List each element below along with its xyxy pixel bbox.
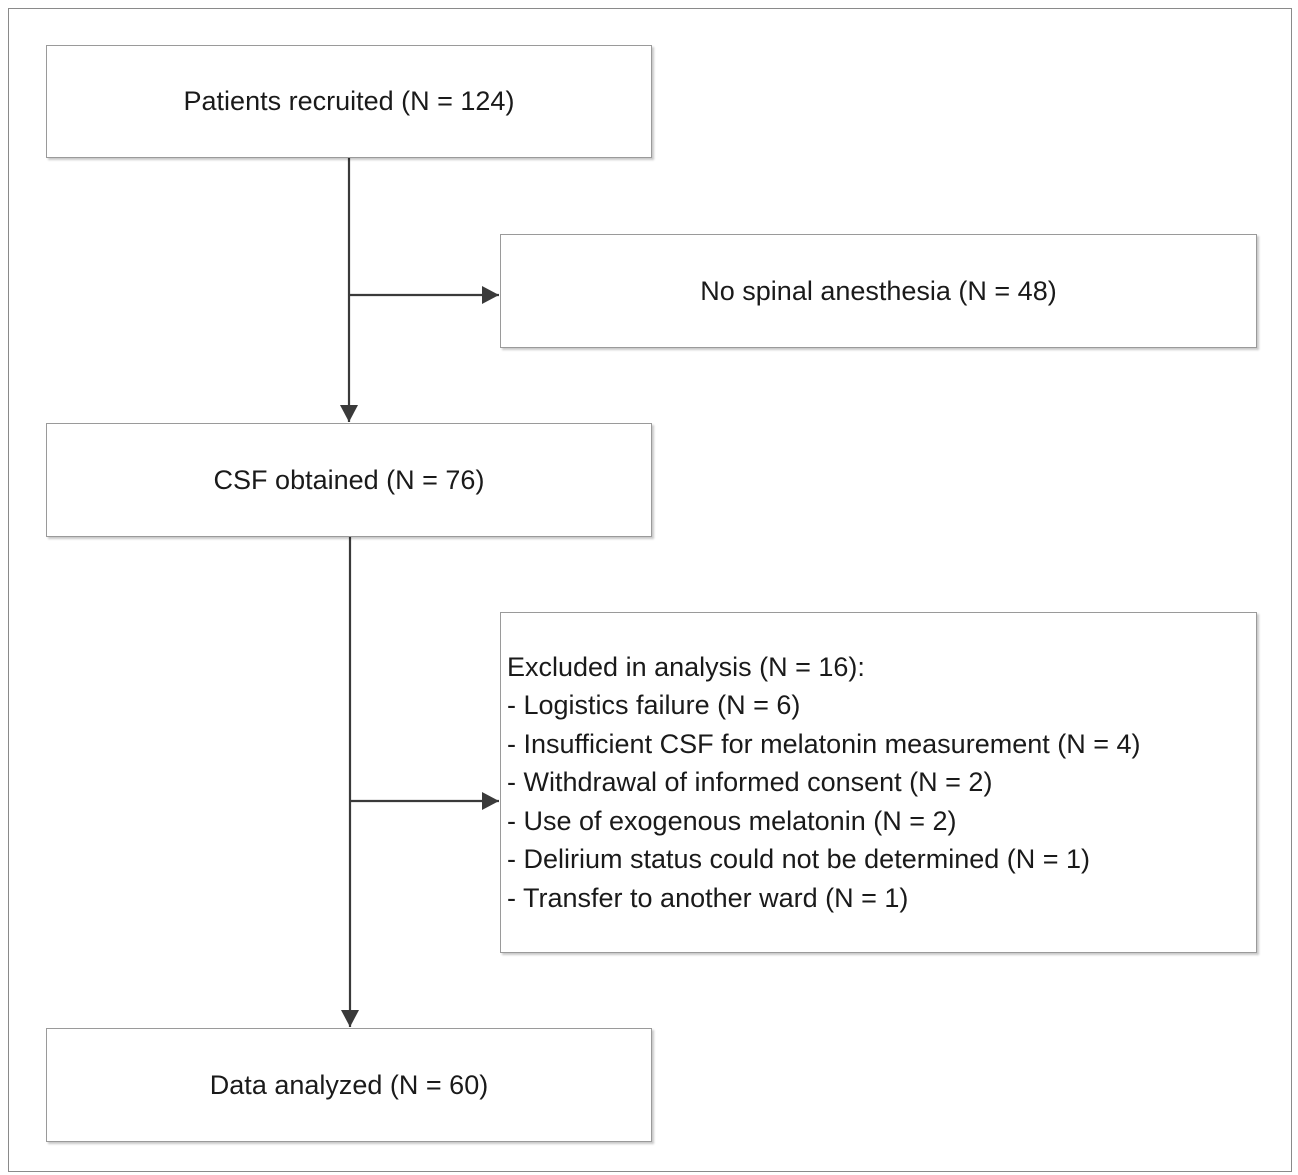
excluded-item: - Withdrawal of informed consent (N = 2): [507, 767, 993, 798]
excluded-item: - Transfer to another ward (N = 1): [507, 882, 909, 913]
analyzed-label: Data analyzed (N = 60): [209, 1069, 489, 1100]
recruited-label: Patients recruited (N = 124): [183, 86, 515, 116]
csf-obtained-box: CSF obtained (N = 76): [46, 423, 652, 537]
no-spinal-box: No spinal anesthesia (N = 48): [500, 234, 1257, 348]
figure-frame: [8, 8, 1292, 1172]
excluded-list: Excluded in analysis (N = 16): - Logisti…: [507, 648, 1141, 918]
excluded-item: - Use of exogenous melatonin (N = 2): [507, 805, 957, 836]
excluded-heading: Excluded in analysis (N = 16):: [507, 651, 865, 682]
no-spinal-label: No spinal anesthesia (N = 48): [700, 275, 1057, 306]
excluded-item: - Logistics failure (N = 6): [507, 690, 801, 721]
csf-obtained-label: CSF obtained (N = 76): [213, 464, 485, 495]
excluded-item: - Delirium status could not be determine…: [507, 844, 1091, 875]
recruited-box: Patients recruited (N = 124): [46, 45, 652, 158]
excluded-box: Excluded in analysis (N = 16): - Logisti…: [500, 612, 1257, 953]
excluded-item: - Insufficient CSF for melatonin measure…: [507, 728, 1141, 759]
analyzed-box: Data analyzed (N = 60): [46, 1028, 652, 1142]
